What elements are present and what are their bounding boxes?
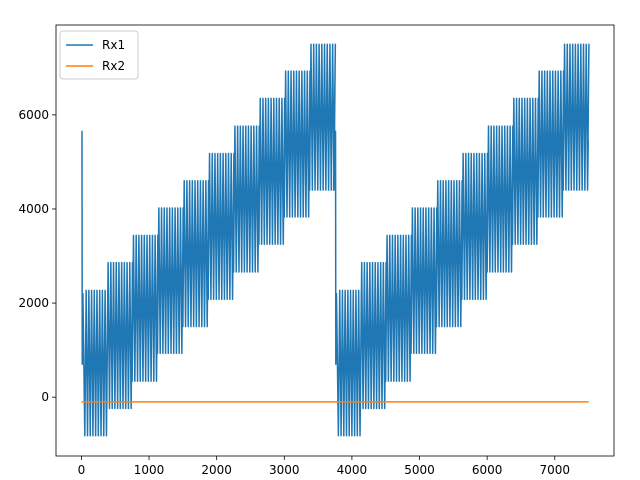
legend-label-rx1: Rx1 [102,38,125,52]
legend: Rx1 Rx2 [59,30,139,80]
x-axis: 0 1000 2000 3000 4000 5000 6000 7000 [78,456,570,477]
plot-area [81,43,590,437]
x-tick-label: 0 [78,463,86,477]
x-tick-label: 1000 [134,463,165,477]
x-tick-label: 3000 [269,463,300,477]
x-tick-label: 5000 [404,463,435,477]
x-tick-label: 7000 [539,463,570,477]
y-tick-label: 4000 [18,202,49,216]
y-tick-label: 6000 [18,108,49,122]
legend-box [59,30,139,80]
x-tick-label: 6000 [472,463,503,477]
y-axis: 0 2000 4000 6000 [18,108,56,404]
legend-label-rx2: Rx2 [102,59,125,73]
series-rx1-line [81,43,590,437]
axes-frame [55,24,615,457]
x-tick-label: 4000 [337,463,368,477]
y-tick-label: 0 [41,390,49,404]
x-tick-label: 2000 [201,463,232,477]
y-tick-label: 2000 [18,296,49,310]
